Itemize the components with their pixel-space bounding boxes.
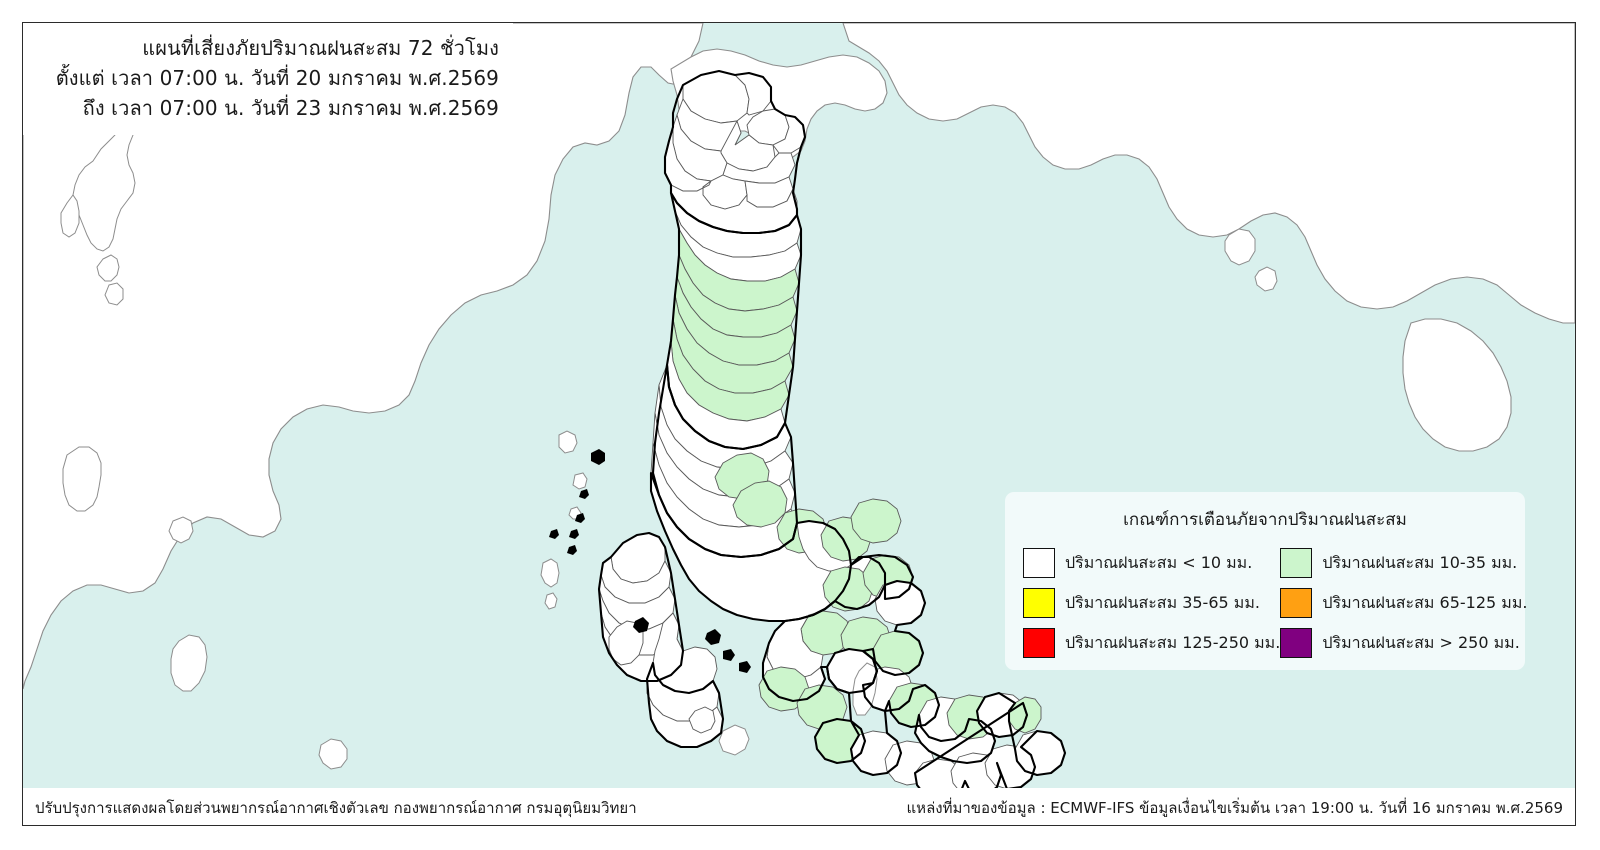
title-line-3: ถึง เวลา 07:00 น. วันที่ 23 มกราคม พ.ศ.2… bbox=[82, 96, 499, 120]
myanmar-landmass bbox=[23, 23, 704, 690]
legend-label-35-65: ปริมาณฝนสะสม 35-65 มม. bbox=[1065, 592, 1260, 612]
legend-item-10-35: ปริมาณฝนสะสม 10-35 มม. bbox=[1280, 543, 1527, 583]
province-boundaries bbox=[597, 69, 1067, 788]
legend-items: ปริมาณฝนสะสม < 10 มม. ปริมาณฝนสะสม 10-35… bbox=[1005, 543, 1527, 663]
legend-item-gt-250: ปริมาณฝนสะสม > 250 มม. bbox=[1280, 623, 1527, 663]
districts-prachuap bbox=[666, 192, 802, 450]
legend-swatch-lt-10 bbox=[1023, 548, 1055, 578]
eastern-foreign-landmass bbox=[842, 23, 1575, 452]
legend-swatch-125-250 bbox=[1023, 628, 1055, 658]
legend-label-65-125: ปริมาณฝนสะสม 65-125 มม. bbox=[1322, 592, 1528, 612]
legend-label-lt-10: ปริมาณฝนสะสม < 10 มม. bbox=[1065, 552, 1253, 572]
mergui-archipelago-islands bbox=[60, 114, 588, 770]
districts-upper-peninsula bbox=[664, 70, 806, 234]
title-line-2: ตั้งแต่ เวลา 07:00 น. วันที่ 20 มกราคม พ… bbox=[55, 66, 499, 90]
legend-label-gt-250: ปริมาณฝนสะสม > 250 มม. bbox=[1322, 632, 1520, 652]
map-canvas: .land { fill:#ffffff; stroke:#8d8d8d; st… bbox=[23, 23, 1575, 788]
footer-credit-left: ปรับปรุงการแสดงผลโดยส่วนพยากรณ์อากาศเชิง… bbox=[35, 798, 637, 817]
legend-item-lt-10: ปริมาณฝนสะสม < 10 มม. bbox=[1023, 543, 1280, 583]
legend-swatch-gt-250 bbox=[1280, 628, 1313, 658]
legend-swatch-65-125 bbox=[1280, 588, 1313, 618]
offshore-islets bbox=[549, 449, 751, 673]
legend-label-10-35: ปริมาณฝนสะสม 10-35 มม. bbox=[1322, 552, 1518, 572]
footer-bar: ปรับปรุงการแสดงผลโดยส่วนพยากรณ์อากาศเชิง… bbox=[23, 790, 1575, 825]
legend-panel: เกณฑ์การเตือนภัยจากปริมาณฝนสะสม ปริมาณฝน… bbox=[1005, 492, 1527, 670]
thailand-south-map: .land { fill:#ffffff; stroke:#8d8d8d; st… bbox=[23, 23, 1575, 788]
legend-title: เกณฑ์การเตือนภัยจากปริมาณฝนสะสม bbox=[1123, 510, 1407, 530]
legend-label-125-250: ปริมาณฝนสะสม 125-250 มม. bbox=[1065, 632, 1281, 652]
legend-swatch-35-65 bbox=[1023, 588, 1055, 618]
legend-item-125-250: ปริมาณฝนสะสม 125-250 มม. bbox=[1023, 623, 1280, 663]
title-line-1: แผนที่เสี่ยงภัยปริมาณฝนสะสม 72 ชั่วโมง bbox=[142, 36, 499, 60]
legend-swatch-10-35 bbox=[1280, 548, 1313, 578]
map-title-block: แผนที่เสี่ยงภัยปริมาณฝนสะสม 72 ชั่วโมง ต… bbox=[23, 23, 513, 135]
footer-source-right: แหล่งที่มาของข้อมูล : ECMWF-IFS ข้อมูลเง… bbox=[906, 798, 1563, 817]
legend-item-35-65: ปริมาณฝนสะสม 35-65 มม. bbox=[1023, 583, 1280, 623]
legend-item-65-125: ปริมาณฝนสะสม 65-125 มม. bbox=[1280, 583, 1527, 623]
